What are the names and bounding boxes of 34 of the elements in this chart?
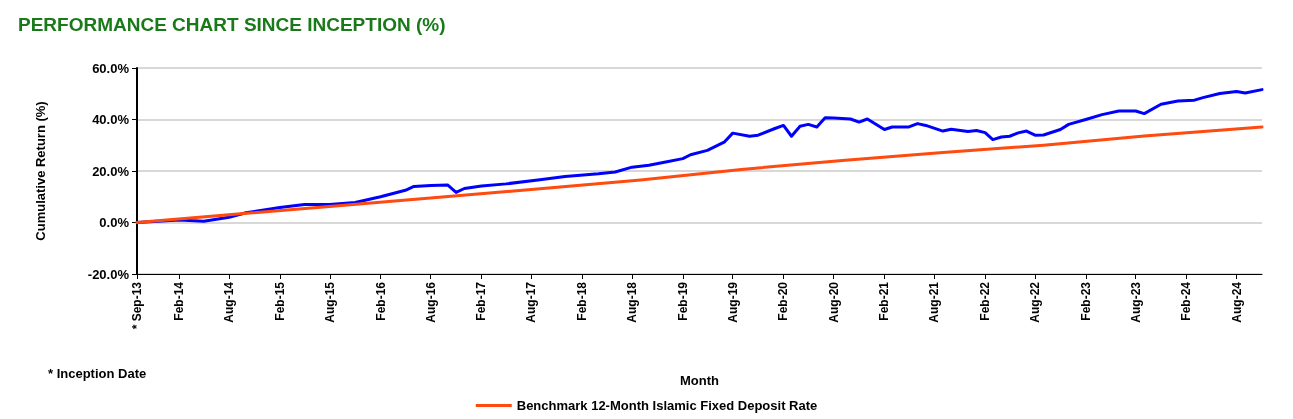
text: * Inception Date: [48, 366, 147, 381]
y-tick-label: 40.0%: [92, 112, 130, 127]
y-tick-label: 60.0%: [92, 60, 130, 76]
x-tick-label: Feb-14: [172, 281, 187, 321]
chart-title: PERFORMANCE CHART SINCE INCEPTION (%): [18, 14, 446, 36]
x-tick-label: Aug-17: [524, 281, 539, 323]
x-tick-label: Aug-24: [1229, 281, 1244, 323]
x-tick-label: Feb-18: [575, 281, 590, 321]
x-tick-label: Feb-20: [776, 281, 791, 321]
line-series: [135, 125, 1264, 224]
x-tick-label: Feb-24: [1179, 281, 1194, 321]
x-tick-label: Aug-19: [725, 281, 740, 323]
x-tick-label: Aug-18: [625, 281, 640, 323]
x-tick-label: Aug-15: [322, 281, 337, 323]
x-tick-label: Feb-15: [272, 281, 287, 321]
y-tick-label: 0.0%: [99, 215, 130, 230]
legend-label: Benchmark 12-Month Islamic Fixed Deposit Rate: [516, 398, 818, 413]
x-tick-label: Feb-17: [474, 281, 489, 321]
x-tick-label: Feb-19: [675, 281, 690, 321]
x-tick-label: Aug-22: [1028, 281, 1043, 323]
x-tick-label: Aug-23: [1128, 281, 1143, 323]
x-tick-label: Feb-21: [877, 281, 892, 321]
x-tick-label: Aug-14: [222, 281, 237, 323]
x-tick-label: Aug-20: [826, 281, 841, 323]
x-tick-label: Aug-21: [927, 281, 942, 323]
x-tick-label: Feb-22: [978, 281, 993, 321]
y-tick-label: -20.0%: [87, 266, 130, 282]
y-tick-label: 20.0%: [92, 163, 130, 179]
x-tick-label: Aug-16: [423, 281, 438, 323]
x-tick-label: * Sep-13: [130, 281, 144, 330]
x-tick-label: Feb-23: [1078, 281, 1093, 321]
y-axis-title: Cumulative Return (%): [33, 101, 48, 241]
x-axis-title: Month: [680, 373, 720, 388]
x-tick-label: Feb-16: [373, 281, 388, 321]
